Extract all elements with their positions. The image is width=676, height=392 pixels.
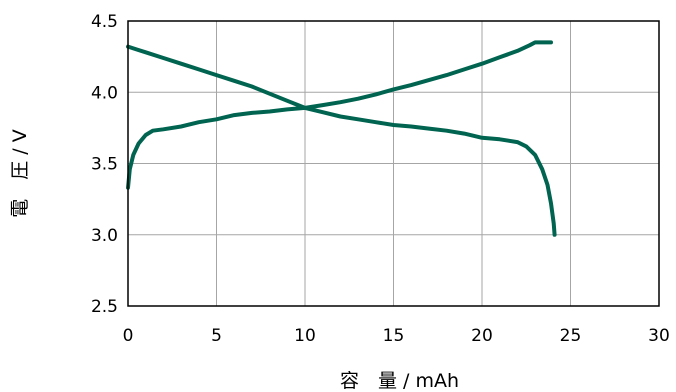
x-tick-label: 0 [123,326,134,346]
x-tick-label: 25 [560,326,582,346]
y-tick-label: 3.0 [91,226,118,246]
discharge-curve [126,44,557,237]
y-tick-labels: 2.5 3.0 3.5 4.0 4.5 [91,12,118,317]
x-tick-labels: 0 5 10 15 20 25 30 [123,326,670,346]
charge-curve [126,40,553,190]
x-tick-label: 30 [648,326,670,346]
x-tick-label: 5 [211,326,222,346]
y-axis-title: 電 圧 / V [9,129,31,217]
x-tick-label: 15 [383,326,405,346]
grid-lines [128,21,659,306]
x-tick-label: 10 [294,326,316,346]
y-tick-label: 4.0 [91,83,118,103]
y-tick-label: 3.5 [91,155,118,175]
x-tick-label: 20 [471,326,493,346]
plot-frame [127,20,660,307]
y-tick-label: 4.5 [91,12,118,32]
x-axis-title: 容 量 / mAh [340,370,459,392]
plot-lines [126,40,557,237]
y-tick-label: 2.5 [91,297,118,317]
